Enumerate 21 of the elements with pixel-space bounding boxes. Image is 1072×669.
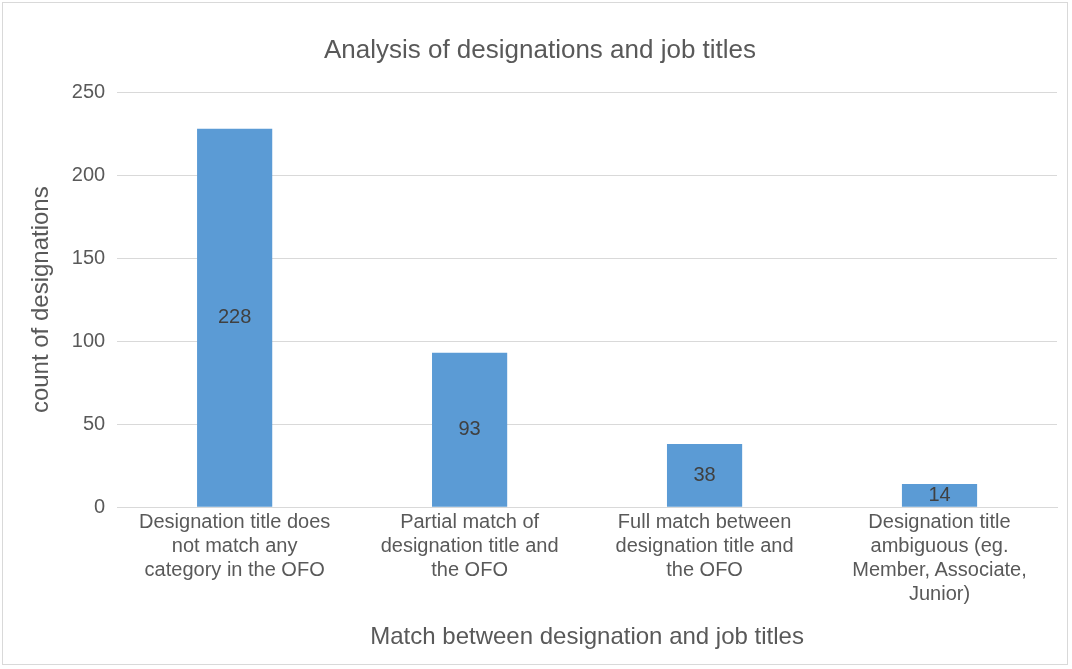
bar xyxy=(666,444,743,507)
data-label: 228 xyxy=(217,305,252,328)
bar xyxy=(197,128,273,507)
x-tick-label: Partial match of designation title and the OFO xyxy=(380,509,559,580)
x-tick-label: Designation title does not match any category in the OFO xyxy=(139,509,331,580)
bar xyxy=(901,483,978,507)
y-axis-title: count of designations xyxy=(26,186,54,414)
y-tick-label: 0 xyxy=(94,494,106,517)
bar xyxy=(432,352,508,507)
y-tick-label: 50 xyxy=(82,411,106,434)
y-tick-label: 200 xyxy=(71,162,106,185)
x-tick-label: Designation title ambiguous (eg. Member, Associate, Junior) xyxy=(852,509,1027,604)
y-tick-label: 250 xyxy=(71,79,106,102)
y-tick-label: 150 xyxy=(71,245,106,268)
data-label: 38 xyxy=(693,462,716,485)
data-label: 14 xyxy=(928,482,951,505)
data-label: 93 xyxy=(458,417,481,440)
x-tick-label: Full match between designation title and the OFO xyxy=(615,509,794,580)
chart-title: Analysis of designations and job titles xyxy=(323,33,757,64)
x-axis-title: Match between designation and job titles xyxy=(370,622,804,650)
y-tick-label: 100 xyxy=(71,328,106,351)
